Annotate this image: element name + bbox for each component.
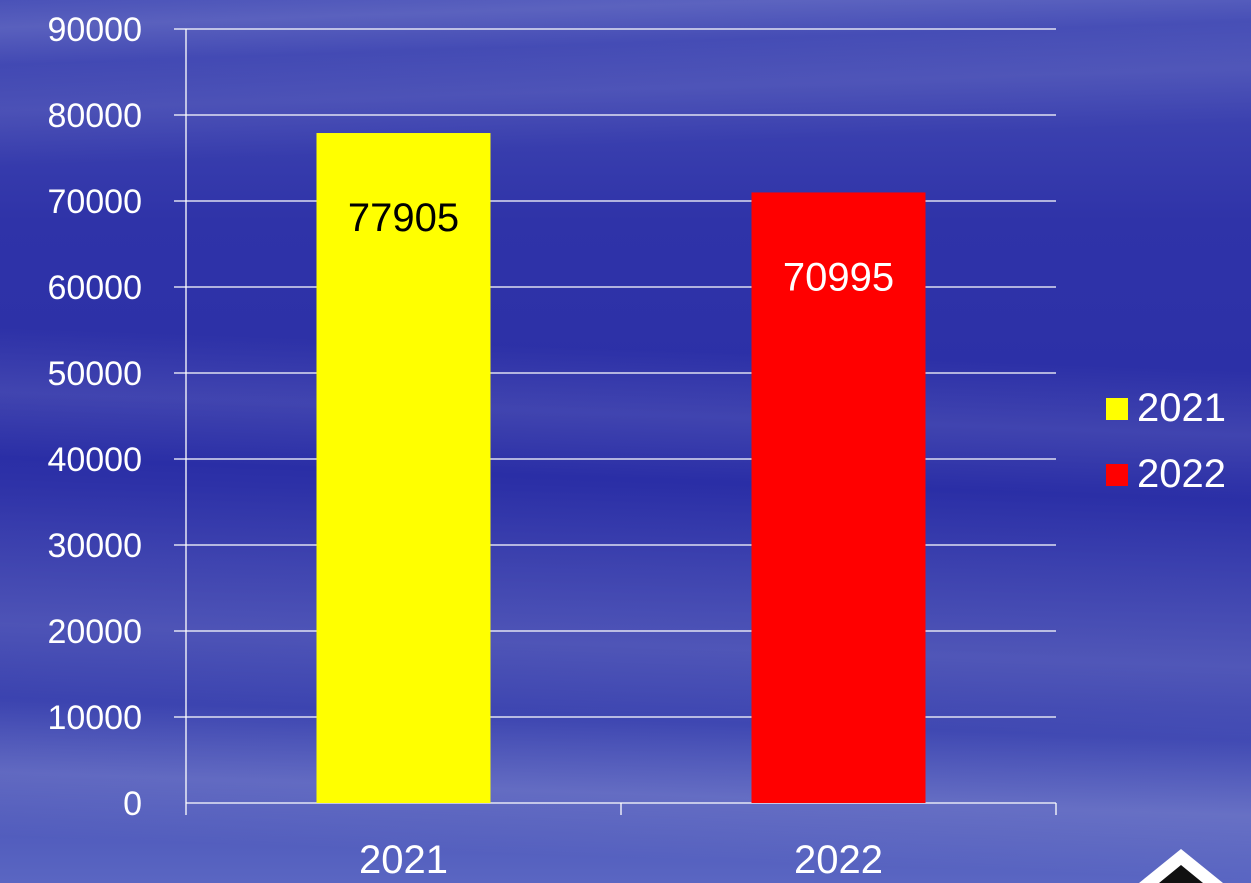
legend-swatch-2022 (1106, 464, 1128, 486)
legend-label: 2021 (1137, 386, 1226, 430)
data-label: 70995 (783, 255, 894, 299)
y-tick-label: 30000 (47, 527, 142, 565)
y-tick-label: 0 (123, 785, 142, 823)
bar-2022 (751, 192, 926, 803)
logo-corner-icon (1139, 849, 1223, 883)
y-tick-label: 50000 (47, 355, 142, 393)
y-tick-label: 20000 (47, 613, 142, 651)
y-tick-label: 80000 (47, 97, 142, 135)
y-tick-label: 90000 (47, 11, 142, 49)
x-tick-label: 2021 (359, 838, 448, 882)
legend-label: 2022 (1137, 452, 1226, 496)
data-label: 77905 (348, 196, 459, 240)
y-tick-label: 70000 (47, 183, 142, 221)
y-tick-label: 40000 (47, 441, 142, 479)
y-tick-label: 10000 (47, 699, 142, 737)
bar-2021 (316, 133, 491, 804)
legend-swatch-2021 (1106, 398, 1128, 420)
x-tick-label: 2022 (794, 838, 883, 882)
y-tick-label: 60000 (47, 269, 142, 307)
